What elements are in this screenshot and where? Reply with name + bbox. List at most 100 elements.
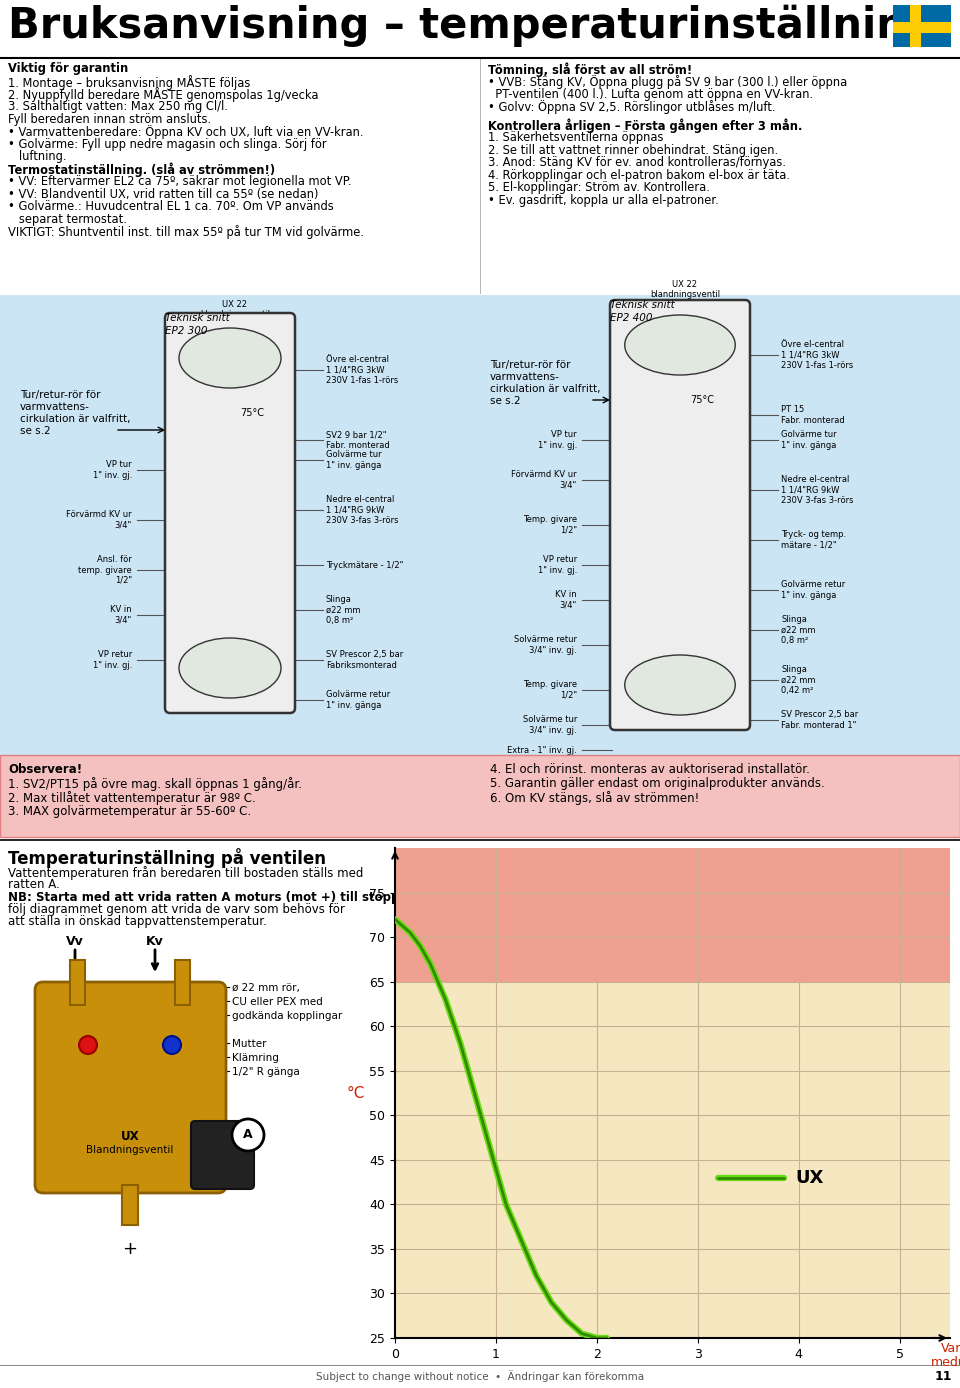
- Text: 4. El och rörinst. monteras av auktoriserad installatör.: 4. El och rörinst. monteras av auktorise…: [490, 763, 810, 776]
- Text: Ansl. för
temp. givare
1/2": Ansl. för temp. givare 1/2": [79, 555, 132, 584]
- Text: +: +: [123, 1239, 137, 1258]
- Text: SV Prescor 2,5 bar
Fabr. monterad 1": SV Prescor 2,5 bar Fabr. monterad 1": [781, 711, 858, 730]
- Text: Kv: Kv: [146, 936, 164, 948]
- Text: 45: 45: [108, 983, 123, 997]
- Text: • Golvärme: Fyll upp nedre magasin och slinga. Sörj för: • Golvärme: Fyll upp nedre magasin och s…: [8, 137, 326, 150]
- Text: KV in
3/4": KV in 3/4": [556, 590, 577, 609]
- Text: Teknisk snitt: Teknisk snitt: [165, 314, 229, 323]
- Text: Termostatinställning. (slå av strömmen!): Termostatinställning. (slå av strömmen!): [8, 162, 276, 178]
- FancyBboxPatch shape: [35, 981, 226, 1194]
- Text: PT-ventilen (400 l.). Lufta genom att öppna en VV-kran.: PT-ventilen (400 l.). Lufta genom att öp…: [488, 87, 813, 100]
- Ellipse shape: [179, 638, 281, 698]
- FancyBboxPatch shape: [191, 1122, 254, 1190]
- Text: UX: UX: [121, 1130, 139, 1142]
- Bar: [0, 296, 960, 755]
- Text: 2. Max tillåtet vattentemperatur är 98º C.: 2. Max tillåtet vattentemperatur är 98º …: [8, 791, 255, 805]
- Text: 5. Garantin gäller endast om originalprodukter används.: 5. Garantin gäller endast om originalpro…: [490, 777, 825, 790]
- Text: Golvärme retur
1" inv. gänga: Golvärme retur 1" inv. gänga: [326, 690, 391, 709]
- Text: Blandningsventil: Blandningsventil: [86, 1145, 174, 1155]
- Text: Nedre el-central
1 1/4"RG 9kW
230V 3-fas 3-rörs: Nedre el-central 1 1/4"RG 9kW 230V 3-fas…: [781, 475, 853, 505]
- Text: 11: 11: [934, 1370, 952, 1382]
- Text: Observera!: Observera!: [8, 763, 83, 776]
- Text: • VVB: Stäng KV, Öppna plugg på SV 9 bar (300 l.) eller öppna: • VVB: Stäng KV, Öppna plugg på SV 9 bar…: [488, 75, 848, 89]
- Text: 1. Montage – bruksanvisning MÅSTE följas: 1. Montage – bruksanvisning MÅSTE följas: [8, 75, 251, 90]
- FancyBboxPatch shape: [610, 300, 750, 730]
- Text: 5. El-kopplingar: Ström av. Kontrollera.: 5. El-kopplingar: Ström av. Kontrollera.: [488, 180, 709, 194]
- Text: Subject to change without notice  •  Ändringar kan förekomma: Subject to change without notice • Ändri…: [316, 1370, 644, 1382]
- Text: • Golvärme.: Huvudcentral EL 1 ca. 70º. Om VP används: • Golvärme.: Huvudcentral EL 1 ca. 70º. …: [8, 200, 334, 212]
- Text: • Ev. gasdrift, koppla ur alla el-patroner.: • Ev. gasdrift, koppla ur alla el-patron…: [488, 193, 719, 207]
- Text: Tur/retur-rör för: Tur/retur-rör för: [20, 390, 101, 400]
- Text: EP2 400: EP2 400: [610, 314, 653, 323]
- Text: A: A: [243, 1128, 252, 1141]
- Text: Slinga
ø22 mm
0,8 m²: Slinga ø22 mm 0,8 m²: [326, 595, 361, 625]
- Bar: [70, 960, 85, 1005]
- Text: Fyll beredaren innan ström ansluts.: Fyll beredaren innan ström ansluts.: [8, 112, 211, 125]
- Text: se s.2: se s.2: [20, 426, 51, 436]
- Text: 75°C: 75°C: [240, 408, 264, 418]
- FancyBboxPatch shape: [165, 314, 295, 713]
- Text: 3/4": 3/4": [175, 323, 194, 332]
- Text: • VV: Blandventil UX, vrid ratten till ca 55º (se nedan): • VV: Blandventil UX, vrid ratten till c…: [8, 187, 319, 200]
- Text: 1/2" R gänga: 1/2" R gänga: [232, 1067, 300, 1077]
- Text: 4. Rörkopplingar och el-patron bakom el-box är täta.: 4. Rörkopplingar och el-patron bakom el-…: [488, 168, 790, 182]
- Ellipse shape: [625, 315, 735, 375]
- Text: 3. Salthaltigt vatten: Max 250 mg Cl/l.: 3. Salthaltigt vatten: Max 250 mg Cl/l.: [8, 100, 228, 112]
- Ellipse shape: [179, 328, 281, 389]
- Text: cirkulation är valfritt,: cirkulation är valfritt,: [20, 414, 131, 423]
- Text: 2. Nyuppfylld beredare MÅSTE genomspolas 1g/vecka: 2. Nyuppfylld beredare MÅSTE genomspolas…: [8, 87, 319, 103]
- Text: UX 22
blandningsventil: UX 22 blandningsventil: [650, 280, 720, 300]
- Text: 3. MAX golvärmetemperatur är 55-60º C.: 3. MAX golvärmetemperatur är 55-60º C.: [8, 805, 252, 818]
- Text: Slinga
ø22 mm
0,42 m²: Slinga ø22 mm 0,42 m²: [781, 665, 815, 695]
- Text: Vattentemperaturen från beredaren till bostaden ställs med: Vattentemperaturen från beredaren till b…: [8, 866, 364, 880]
- Text: • Golvv: Öppna SV 2,5. Rörslingor utblåses m/luft.: • Golvv: Öppna SV 2,5. Rörslingor utblås…: [488, 100, 776, 114]
- Text: • Varmvattenberedare: Öppna KV och UX, luft via en VV-kran.: • Varmvattenberedare: Öppna KV och UX, l…: [8, 125, 364, 139]
- Text: Temp. givare
1/2": Temp. givare 1/2": [523, 680, 577, 700]
- Text: VIKTIGT: Shuntventil inst. till max 55º på tur TM vid golvärme.: VIKTIGT: Shuntventil inst. till max 55º …: [8, 225, 364, 239]
- Text: Kontrollera årligen – Första gången efter 3 mån.: Kontrollera årligen – Första gången efte…: [488, 118, 803, 133]
- Text: Golvärme tur
1" inv. gänga: Golvärme tur 1" inv. gänga: [781, 430, 836, 450]
- Text: 1. SV2/PT15 på övre mag. skall öppnas 1 gång/år.: 1. SV2/PT15 på övre mag. skall öppnas 1 …: [8, 777, 302, 791]
- Bar: [175, 960, 190, 1005]
- Text: ø 22 mm rör,: ø 22 mm rör,: [232, 983, 300, 992]
- Text: Extra - 1" inv. gj.: Extra - 1" inv. gj.: [507, 745, 577, 755]
- Circle shape: [232, 1119, 264, 1151]
- Text: Tur/retur-rör för: Tur/retur-rör för: [490, 359, 570, 371]
- Text: Tryck- og temp.
mätare - 1/2": Tryck- og temp. mätare - 1/2": [781, 530, 846, 550]
- Text: Solvärme retur
3/4" inv. gj.: Solvärme retur 3/4" inv. gj.: [514, 636, 577, 655]
- Text: CU eller PEX med: CU eller PEX med: [232, 997, 323, 1008]
- Text: se s.2: se s.2: [490, 396, 520, 407]
- Text: VP retur
1" inv. gj.: VP retur 1" inv. gj.: [538, 555, 577, 575]
- Text: Temp. givare
1/2": Temp. givare 1/2": [523, 515, 577, 534]
- Text: cirkulation är valfritt,: cirkulation är valfritt,: [490, 384, 601, 394]
- Text: Övre el-central
1 1/4"RG 3kW
230V 1-fas 1-rörs: Övre el-central 1 1/4"RG 3kW 230V 1-fas …: [326, 355, 398, 384]
- Text: Varv: Varv: [941, 1342, 960, 1356]
- Text: att ställa in önskad tappvattenstemperatur.: att ställa in önskad tappvattenstemperat…: [8, 915, 267, 929]
- Bar: [910, 6, 921, 47]
- Text: 3/4": 3/4": [620, 310, 638, 319]
- Text: separat termostat.: separat termostat.: [8, 212, 127, 225]
- Text: Teknisk snitt: Teknisk snitt: [610, 300, 675, 310]
- Text: 1. Säkerhetsventilerna öppnas: 1. Säkerhetsventilerna öppnas: [488, 130, 663, 144]
- Text: Mutter: Mutter: [232, 1040, 267, 1049]
- Text: Klämring: Klämring: [232, 1053, 278, 1063]
- Text: följ diagrammet genom att vrida de varv som behövs för: följ diagrammet genom att vrida de varv …: [8, 904, 345, 916]
- Text: Slinga
ø22 mm
0,8 m²: Slinga ø22 mm 0,8 m²: [781, 615, 815, 645]
- Text: Golvärme tur
1" inv. gänga: Golvärme tur 1" inv. gänga: [326, 450, 382, 469]
- Text: godkända kopplingar: godkända kopplingar: [232, 1010, 343, 1022]
- Text: Förvärmd KV ur
3/4": Förvärmd KV ur 3/4": [512, 471, 577, 490]
- Text: UX 22
blandningsventil: UX 22 blandningsventil: [200, 300, 270, 319]
- Text: luftning.: luftning.: [8, 150, 66, 162]
- Y-axis label: °C: °C: [347, 1085, 365, 1101]
- Bar: [0, 755, 960, 837]
- Text: 6. Om KV stängs, slå av strömmen!: 6. Om KV stängs, slå av strömmen!: [490, 791, 699, 805]
- Circle shape: [79, 1035, 97, 1053]
- Text: SV2 9 bar 1/2"
Fabr. monterad: SV2 9 bar 1/2" Fabr. monterad: [326, 430, 390, 450]
- Bar: [395, 981, 950, 1338]
- Text: NB: Starta med att vrida ratten A moturs (mot +) till stopp,: NB: Starta med att vrida ratten A moturs…: [8, 891, 404, 904]
- Text: Temperaturinställning på ventilen: Temperaturinställning på ventilen: [8, 848, 326, 868]
- Text: Bruksanvisning – temperaturinställning: Bruksanvisning – temperaturinställning: [8, 6, 936, 47]
- Text: medurs: medurs: [931, 1356, 960, 1369]
- Text: Förvärmd KV ur
3/4": Förvärmd KV ur 3/4": [66, 511, 132, 530]
- Text: VP tur
1" inv. gj.: VP tur 1" inv. gj.: [92, 461, 132, 480]
